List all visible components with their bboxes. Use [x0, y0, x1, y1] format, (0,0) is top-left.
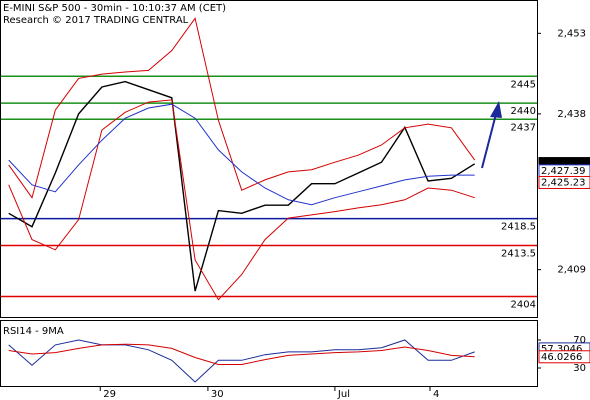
series-line [8, 103, 475, 206]
chart-title: E-MINI S&P 500 - 30min - 10:10:37 AM (CE… [3, 3, 226, 14]
chart-subtitle: Research © 2017 TRADING CENTRAL [3, 15, 189, 26]
rsi-tick-label: 70 [573, 335, 586, 346]
y-tick-label: 2,409 [557, 265, 586, 276]
price-label-box [538, 175, 590, 189]
level-label: 2440 [511, 106, 536, 117]
price-label: 2,427.39 [541, 166, 586, 177]
x-tick-label: 4 [433, 389, 439, 400]
level-label: 2413.5 [501, 248, 536, 259]
rsi-tick-label: 30 [573, 363, 586, 374]
level-label: 2437 [511, 122, 536, 133]
rsi-label: 46.0266 [541, 352, 582, 363]
rsi-panel [0, 320, 538, 387]
level-label: 2445 [511, 79, 536, 90]
price-label: 2,425.23 [541, 177, 586, 188]
series-line [8, 99, 475, 301]
forecast-arrow [481, 101, 502, 169]
series-line [8, 80, 476, 292]
level-label: 2418.5 [501, 222, 536, 233]
arrow-shaft [481, 113, 497, 169]
series-line [8, 339, 475, 383]
x-tick-label: 29 [103, 389, 116, 400]
price-label: 2,428.75 [541, 159, 586, 170]
rsi-label: RSI14 - 9MA [3, 326, 64, 337]
level-label: 2404 [511, 300, 536, 311]
series-line [8, 343, 475, 365]
rsi-label-box [538, 350, 590, 364]
x-tick-label: 30 [211, 389, 224, 400]
arrow-head [490, 101, 502, 118]
y-tick-label: 2,438 [557, 109, 586, 120]
x-tick-label: Jul [337, 389, 350, 400]
series-line [8, 17, 476, 199]
rsi-label: 57.3046 [541, 344, 582, 355]
price-panel [0, 0, 538, 318]
y-tick-label: 2,453 [557, 28, 586, 39]
